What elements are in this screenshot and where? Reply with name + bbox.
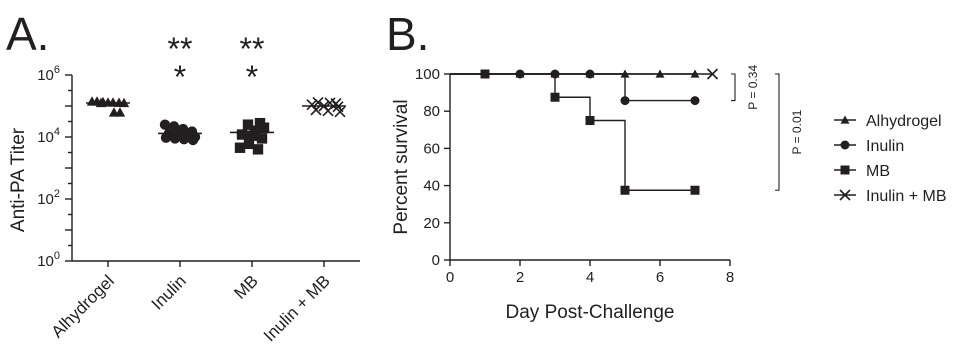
panel-b-y-tick-label: 40 (423, 178, 440, 195)
panel-b-p-value: P = 0.34 (746, 65, 760, 110)
panel-a-data-point (159, 119, 171, 130)
panel-a-data-point (178, 133, 190, 145)
panel-b-comparisons: P = 0.34 P = 0.01 (731, 65, 804, 191)
panel-b-comparison-bracket: P = 0.01 (775, 73, 804, 191)
panel-b-label: B. (386, 8, 429, 60)
panel-b-y-tick-label: 0 (432, 252, 440, 269)
panel-a-data-point (169, 133, 181, 144)
panel-b-survival-chart: B. Percent survival Day Post-Challenge 0… (386, 8, 946, 323)
panel-a-y-tick-label: 104 (37, 126, 60, 146)
panel-a-category-label: Inulin (148, 271, 190, 313)
panel-a-category-label: MB (230, 271, 261, 302)
panel-b-data-point (706, 68, 719, 80)
panel-b-x-tick-label: 6 (656, 269, 664, 286)
panel-a-y-tick-label: 100 (37, 250, 60, 270)
panel-b-y-tick-label: 100 (415, 66, 440, 83)
tick-base: 10 (37, 129, 54, 146)
panel-b-marks (450, 68, 719, 195)
panel-b-x-tick-label: 4 (586, 269, 594, 286)
tick-exponent: 6 (54, 64, 60, 76)
panel-a-y-tick-label: 102 (37, 188, 60, 208)
panel-a-y-axis-title: Anti-PA Titer (8, 127, 29, 232)
panel-a-significance-mark: * (174, 59, 186, 95)
legend-item: Inulin + MB (834, 188, 946, 205)
legend-label: MB (866, 163, 890, 180)
panel-b-y-axis-title: Percent survival (391, 99, 412, 234)
panel-b-data-point (620, 96, 630, 106)
panel-b-x-tick-label: 2 (516, 269, 524, 286)
panel-a-data-point (252, 144, 264, 155)
legend-marker (840, 140, 850, 150)
panel-a-category-label: Alhydrogel (48, 271, 118, 341)
panel-a-data-point (114, 107, 126, 117)
panel-b-data-point (550, 92, 560, 102)
bracket-line (775, 73, 780, 191)
legend-item: Inulin (834, 138, 904, 155)
panel-a-data-point (242, 119, 254, 130)
panel-a-y-tick-label: 106 (37, 64, 60, 84)
panel-a-data-point (306, 99, 318, 111)
panel-a-data-point (236, 129, 248, 140)
legend-label: Inulin + MB (866, 188, 946, 205)
panel-a-group (86, 96, 130, 117)
tick-base: 10 (37, 253, 54, 270)
panel-a-marks: ****** (86, 31, 346, 155)
panel-a-data-point (187, 134, 199, 146)
panel-b-series (450, 68, 719, 80)
panel-a-data-point (334, 106, 346, 118)
panel-b-axes: 0 20 40 60 80 100 0 2 4 6 8 (415, 66, 734, 286)
panel-b-data-point (690, 185, 700, 195)
panel-b-p-value: P = 0.01 (790, 109, 804, 154)
panel-b-y-tick-label: 80 (423, 103, 440, 120)
panel-b-data-point (690, 96, 700, 106)
panel-b-comparison-bracket: P = 0.34 (731, 65, 760, 110)
panel-b-series (450, 69, 700, 195)
panel-a-data-point (234, 142, 246, 153)
panel-a-label: A. (6, 8, 49, 60)
tick-base: 10 (37, 67, 54, 84)
panel-b-legend: Alhydrogel Inulin MB Inulin + MB (834, 113, 946, 205)
tick-base: 10 (37, 191, 54, 208)
panel-b-data-point (585, 116, 595, 125)
panel-b-x-axis-title: Day Post-Challenge (506, 302, 675, 323)
tick-exponent: 4 (54, 126, 60, 138)
legend-item: MB (834, 163, 890, 180)
legend-label: Inulin (866, 138, 904, 155)
panel-a-group (302, 96, 346, 118)
panel-a-significance-mark: ** (240, 31, 265, 67)
panel-b-survival-line (450, 73, 695, 191)
tick-exponent: 0 (54, 250, 60, 262)
panel-a-data-point (246, 130, 258, 141)
panel-a-significance-mark: ** (168, 31, 193, 67)
tick-exponent: 2 (54, 188, 60, 200)
panel-a-group (230, 117, 274, 155)
panel-a-group (158, 119, 202, 146)
panel-a-data-point (322, 105, 334, 117)
panel-a-data-point (256, 133, 268, 144)
legend-label: Alhydrogel (866, 113, 942, 130)
legend-item: Alhydrogel (834, 113, 942, 130)
panel-a-significance-mark: * (246, 59, 258, 95)
panel-b-y-tick-label: 60 (423, 140, 440, 157)
bracket-line (731, 73, 736, 102)
panel-b-y-tick-label: 20 (423, 215, 440, 232)
panel-a-data-point (160, 132, 172, 143)
panel-b-data-point (620, 185, 630, 195)
legend-marker (839, 189, 851, 201)
legend-marker (840, 165, 850, 175)
panel-a-category-label: Inulin + MB (260, 271, 334, 345)
panel-a-data-point (243, 138, 255, 150)
legend-marker (840, 115, 850, 124)
panel-b-x-tick-label: 8 (726, 269, 734, 286)
panel-a-data-point (258, 122, 270, 133)
panel-b-x-tick-label: 0 (446, 269, 454, 286)
